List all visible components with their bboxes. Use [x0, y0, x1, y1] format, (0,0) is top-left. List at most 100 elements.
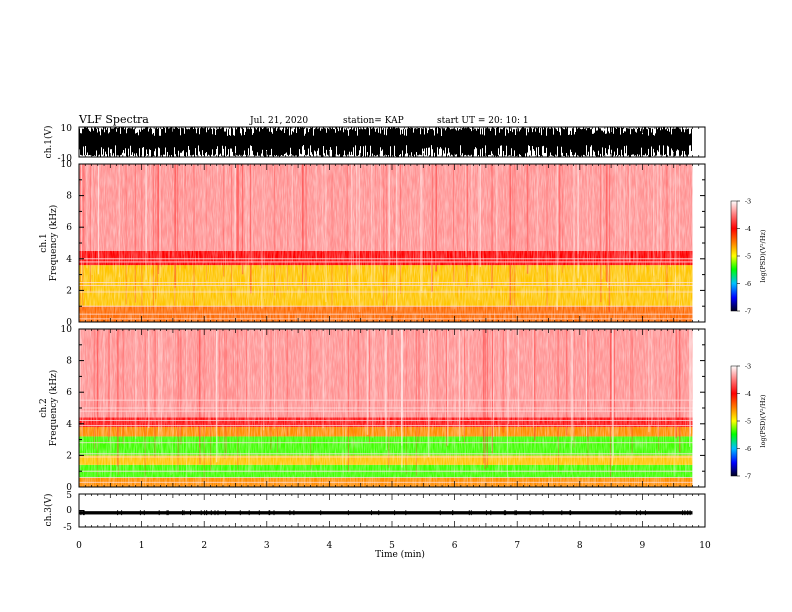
spectrogram-streak [373, 329, 375, 426]
spectrogram-streak [183, 164, 185, 255]
spectrogram-streak [565, 329, 568, 436]
spectrogram-streak [409, 164, 411, 287]
ch3-ytick-bottom: -5 [63, 523, 72, 533]
spectrogram-streak [302, 164, 304, 263]
spectrogram-streak [96, 329, 99, 429]
spectrogram-streak [466, 164, 468, 267]
figure-title: VLF Spectra [78, 113, 149, 126]
spectrogram-streak [270, 329, 272, 450]
spectrogram-streak [605, 164, 607, 281]
spectrogram-streak [486, 329, 488, 468]
spec-ytick-label: 10 [61, 160, 73, 170]
spectrogram-streak [160, 164, 162, 267]
spec-ytick-label: 4 [66, 255, 72, 265]
spectrogram-streak [436, 164, 437, 272]
spectrogram-streak [135, 329, 137, 439]
spectrogram-streak [82, 164, 84, 311]
spectrogram-streak [453, 164, 455, 282]
spectrogram-streak [571, 329, 573, 475]
waveform-ch1-path [79, 127, 692, 157]
spectrogram-streak [630, 329, 632, 434]
spectrogram-streak [462, 329, 464, 436]
spectrogram-streak [547, 329, 548, 436]
spectrogram-streak [145, 164, 147, 254]
spectrogram-streak [653, 164, 655, 276]
ch1-ytick-bottom: -10 [58, 154, 73, 164]
waveform-ch1-trace [79, 127, 692, 157]
spectrogram-streak [224, 164, 227, 305]
spectrogram-streak [648, 329, 650, 433]
spectrogram-streak [236, 164, 238, 262]
spectrogram-streak [612, 329, 614, 456]
spectrogram-streak [609, 329, 612, 477]
spectrogram-streak [679, 329, 681, 453]
spec-ytick-label: 6 [66, 223, 72, 233]
spectrogram-streak [651, 329, 653, 426]
spectrogram-streak [462, 329, 464, 420]
spectrogram-streak [657, 329, 659, 438]
spectrogram-streak [669, 164, 671, 268]
spectrogram-streak [517, 329, 519, 427]
spectrogram-streak [177, 164, 179, 255]
spectrogram-streak [353, 329, 354, 463]
spectrogram-streak [261, 164, 263, 309]
spectrogram-streak [466, 164, 468, 288]
spectrogram-streak [491, 164, 493, 289]
spectrogram-streak [534, 329, 536, 441]
spectrogram-streak [464, 329, 465, 444]
waveform-ch3-band [79, 511, 693, 515]
spectrogram-streak [180, 329, 182, 445]
spectrogram-streak [577, 164, 579, 279]
spectrogram-streak [203, 164, 205, 264]
spectrogram-streak [556, 329, 558, 442]
spectrogram-streak [623, 164, 625, 312]
spectrogram-streak [82, 329, 83, 436]
spectrogram-streak [209, 329, 212, 425]
colorbar-ch2-label: log(PSD)(V²/Hz) [759, 394, 767, 447]
spectrogram-streak [155, 164, 157, 300]
spectrogram-streak [107, 329, 110, 441]
spectrogram-streak [241, 164, 244, 275]
spectrogram-streak [482, 329, 484, 444]
spectrogram-streak [620, 164, 622, 281]
spectrogram-streak [216, 164, 218, 257]
spectrogram-streak [157, 164, 159, 270]
spectrogram-streak [387, 329, 390, 468]
spectrogram-streak [264, 164, 265, 300]
spectrogram-streak [471, 164, 473, 277]
spectrogram-streak [385, 329, 387, 451]
spectrogram-streak [274, 164, 276, 296]
spec-ytick-label: 2 [66, 286, 72, 296]
spectrogram-streak [154, 329, 156, 458]
ch3-ytick-mid: 0 [66, 506, 72, 516]
spectrogram-streak [91, 164, 93, 275]
spectrogram-streak [110, 329, 112, 451]
spectrogram-streak [674, 329, 676, 477]
spectrogram-streak [610, 329, 612, 422]
spectrogram-streak [157, 164, 158, 286]
spectrogram-streak [384, 329, 387, 430]
spectrogram-streak [345, 329, 347, 466]
spectrogram-streak [420, 164, 421, 310]
spectrogram-streak [526, 164, 529, 274]
spectrogram-streak [405, 329, 407, 475]
spectrogram-streak [309, 329, 311, 428]
ch3-ylabel: ch.3(V) [43, 494, 54, 527]
spectrogram-streak [291, 164, 293, 262]
spectrogram-streak [607, 164, 609, 288]
spectrogram-streak [160, 164, 162, 278]
spectrogram-streak [645, 164, 647, 267]
waveform-panel-ch1: ch.1(V) 10 -10 [43, 124, 706, 164]
spectrogram-streak [586, 329, 587, 417]
spectrogram-streak [436, 329, 438, 426]
spectrogram-streak [303, 329, 304, 475]
spectrogram-streak [286, 329, 288, 436]
spectrogram-streak [465, 164, 467, 258]
spectrogram-streak [231, 164, 232, 304]
spec-ytick-label: 2 [66, 451, 72, 461]
spectrogram-streak [223, 164, 225, 277]
spectrogram-streak [93, 329, 96, 449]
spectrogram-streak [536, 164, 539, 273]
spectrogram-streak [573, 164, 575, 291]
